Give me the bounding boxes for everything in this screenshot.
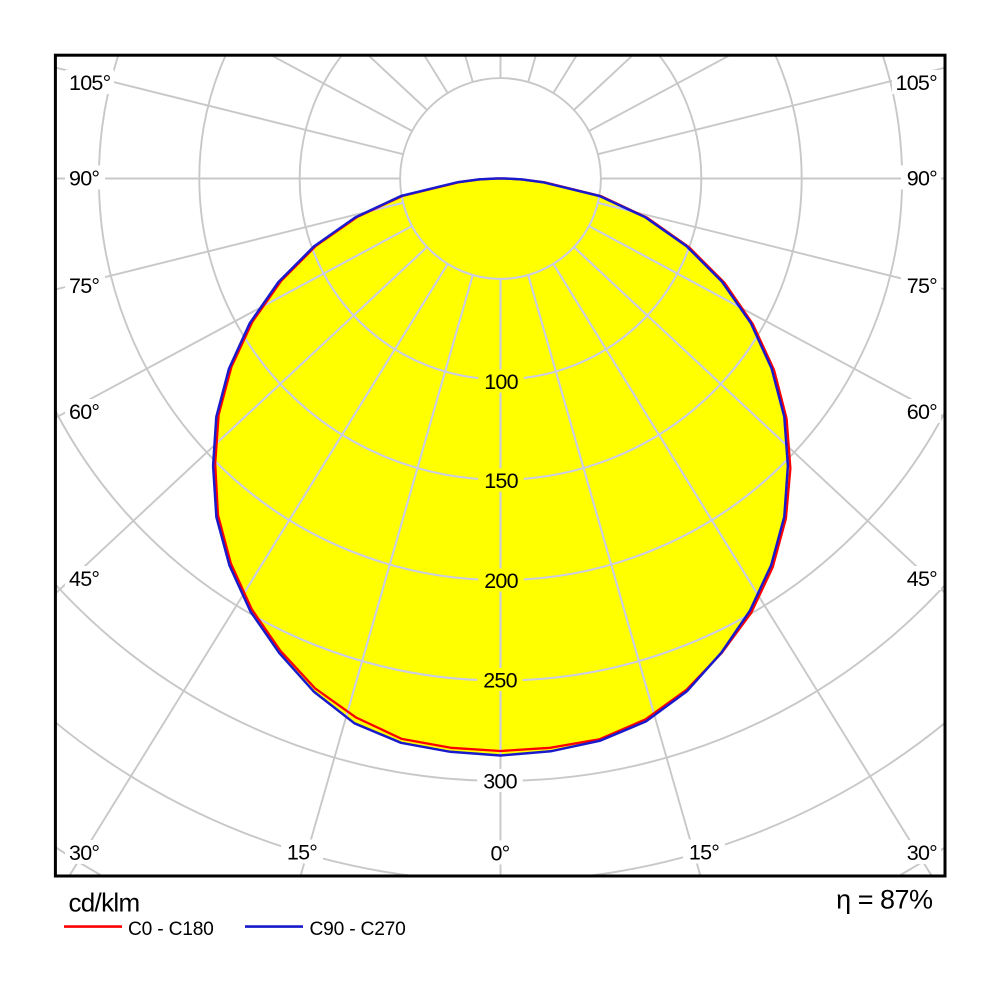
svg-text:30°: 30° (907, 841, 937, 865)
svg-text:300: 300 (483, 769, 517, 793)
svg-text:0°: 0° (490, 841, 509, 865)
svg-text:15°: 15° (287, 840, 317, 864)
svg-text:75°: 75° (69, 274, 99, 298)
svg-text:60°: 60° (907, 400, 937, 424)
svg-text:250: 250 (483, 668, 517, 692)
svg-text:C0 - C180: C0 - C180 (128, 919, 214, 940)
svg-text:45°: 45° (907, 567, 937, 591)
svg-text:90°: 90° (69, 166, 99, 190)
svg-text:200: 200 (484, 569, 518, 593)
svg-text:60°: 60° (69, 400, 99, 424)
svg-text:cd/klm: cd/klm (69, 888, 140, 918)
svg-text:100: 100 (484, 370, 518, 394)
svg-text:105°: 105° (896, 71, 938, 95)
svg-text:75°: 75° (907, 274, 937, 298)
svg-text:45°: 45° (69, 567, 99, 591)
svg-text:C90 - C270: C90 - C270 (310, 919, 406, 940)
svg-text:105°: 105° (69, 71, 111, 95)
svg-text:150: 150 (484, 469, 518, 493)
svg-text:15°: 15° (689, 840, 719, 864)
svg-text:90°: 90° (907, 166, 937, 190)
svg-text:η = 87%: η = 87% (836, 885, 933, 915)
svg-text:30°: 30° (69, 841, 99, 865)
